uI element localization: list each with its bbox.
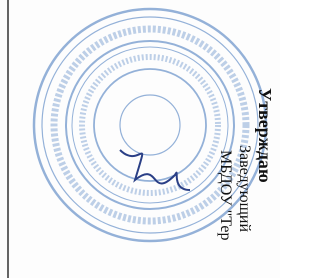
approval-heading: Утверждаю — [255, 88, 275, 183]
approval-position: Заведующий — [236, 145, 253, 232]
document-scan: Утверждаю Заведующий МБДОУ "Тер — [0, 0, 280, 278]
approval-organization: МБДОУ "Тер — [217, 150, 234, 241]
